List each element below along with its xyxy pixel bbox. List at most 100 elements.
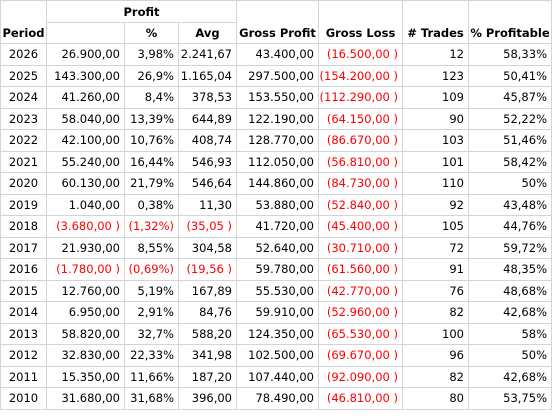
period-cell[interactable]: 2019 <box>0 193 47 216</box>
profit-cell[interactable]: 60.130,00 <box>46 172 125 195</box>
gross-loss-cell[interactable]: (84.730,00 ) <box>318 172 403 195</box>
gross-loss-cell[interactable]: (42.770,00 ) <box>318 279 403 302</box>
trades-cell[interactable]: 72 <box>402 236 469 259</box>
avg-cell[interactable]: 644,89 <box>178 107 237 130</box>
profit-pct-cell[interactable]: 0,38% <box>124 193 179 216</box>
profit-pct-cell[interactable]: 5,19% <box>124 279 179 302</box>
profit-pct-cell[interactable]: 11,66% <box>124 365 179 388</box>
profit-cell[interactable]: 21.930,00 <box>46 236 125 259</box>
period-cell[interactable]: 2012 <box>0 344 47 367</box>
gross-profit-cell[interactable]: 144.860,00 <box>236 172 319 195</box>
pct-profitable-cell[interactable]: 53,75% <box>468 387 552 410</box>
period-cell[interactable]: 2021 <box>0 150 47 173</box>
profit-cell[interactable]: 32.830,00 <box>46 344 125 367</box>
trades-cell[interactable]: 103 <box>402 129 469 152</box>
avg-cell[interactable]: 341,98 <box>178 344 237 367</box>
gross-loss-header[interactable]: Gross Loss <box>318 0 403 44</box>
period-cell[interactable]: 2026 <box>0 43 47 66</box>
profit-cell[interactable]: (3.680,00 ) <box>46 215 125 238</box>
pct-profitable-cell[interactable]: 52,22% <box>468 107 552 130</box>
period-cell[interactable]: 2010 <box>0 387 47 410</box>
profit-cell[interactable]: 6.950,00 <box>46 301 125 324</box>
gross-loss-cell[interactable]: (69.670,00 ) <box>318 344 403 367</box>
profit-cell[interactable]: 26.900,00 <box>46 43 125 66</box>
gross-profit-cell[interactable]: 102.500,00 <box>236 344 319 367</box>
gross-profit-cell[interactable]: 153.550,00 <box>236 86 319 109</box>
gross-profit-cell[interactable]: 122.190,00 <box>236 107 319 130</box>
profit-amount-subheader[interactable] <box>46 21 125 44</box>
avg-cell[interactable]: 408,74 <box>178 129 237 152</box>
avg-cell[interactable]: 396,00 <box>178 387 237 410</box>
trades-cell[interactable]: 109 <box>402 86 469 109</box>
gross-loss-cell[interactable]: (52.960,00 ) <box>318 301 403 324</box>
pct-profitable-cell[interactable]: 51,46% <box>468 129 552 152</box>
gross-profit-cell[interactable]: 59.910,00 <box>236 301 319 324</box>
period-header[interactable]: Period <box>0 0 47 44</box>
profit-pct-cell[interactable]: 8,55% <box>124 236 179 259</box>
gross-profit-header[interactable]: Gross Profit <box>236 0 319 44</box>
gross-loss-cell[interactable]: (45.400,00 ) <box>318 215 403 238</box>
trades-cell[interactable]: 105 <box>402 215 469 238</box>
gross-loss-cell[interactable]: (86.670,00 ) <box>318 129 403 152</box>
profit-cell[interactable]: 41.260,00 <box>46 86 125 109</box>
profit-cell[interactable]: 143.300,00 <box>46 64 125 87</box>
profit-cell[interactable]: 12.760,00 <box>46 279 125 302</box>
period-cell[interactable]: 2011 <box>0 365 47 388</box>
pct-profitable-cell[interactable]: 50% <box>468 172 552 195</box>
avg-cell[interactable]: 378,53 <box>178 86 237 109</box>
profit-cell[interactable]: 1.040,00 <box>46 193 125 216</box>
avg-cell[interactable]: 1.165,04 <box>178 64 237 87</box>
period-cell[interactable]: 2016 <box>0 258 47 281</box>
pct-profitable-cell[interactable]: 58,42% <box>468 150 552 173</box>
avg-cell[interactable]: 546,64 <box>178 172 237 195</box>
gross-profit-cell[interactable]: 53.880,00 <box>236 193 319 216</box>
gross-loss-cell[interactable]: (16.500,00 ) <box>318 43 403 66</box>
pct-profitable-cell[interactable]: 45,87% <box>468 86 552 109</box>
avg-cell[interactable]: 187,20 <box>178 365 237 388</box>
period-cell[interactable]: 2015 <box>0 279 47 302</box>
trades-cell[interactable]: 110 <box>402 172 469 195</box>
profit-pct-subheader[interactable]: % <box>124 21 179 44</box>
profit-pct-cell[interactable]: 8,4% <box>124 86 179 109</box>
trades-cell[interactable]: 80 <box>402 387 469 410</box>
trades-cell[interactable]: 12 <box>402 43 469 66</box>
profit-header[interactable]: Profit <box>46 0 237 23</box>
gross-loss-cell[interactable]: (65.530,00 ) <box>318 322 403 345</box>
gross-profit-cell[interactable]: 41.720,00 <box>236 215 319 238</box>
profit-pct-cell[interactable]: 3,98% <box>124 43 179 66</box>
profit-cell[interactable]: 58.820,00 <box>46 322 125 345</box>
gross-profit-cell[interactable]: 124.350,00 <box>236 322 319 345</box>
avg-cell[interactable]: 304,58 <box>178 236 237 259</box>
trades-cell[interactable]: 82 <box>402 365 469 388</box>
trades-cell[interactable]: 91 <box>402 258 469 281</box>
pct-profitable-cell[interactable]: 58,33% <box>468 43 552 66</box>
avg-cell[interactable]: 84,76 <box>178 301 237 324</box>
avg-cell[interactable]: (19,56 ) <box>178 258 237 281</box>
gross-loss-cell[interactable]: (64.150,00 ) <box>318 107 403 130</box>
avg-cell[interactable]: 11,30 <box>178 193 237 216</box>
trades-cell[interactable]: 101 <box>402 150 469 173</box>
profit-pct-cell[interactable]: 21,79% <box>124 172 179 195</box>
pct-profitable-cell[interactable]: 48,68% <box>468 279 552 302</box>
period-cell[interactable]: 2018 <box>0 215 47 238</box>
gross-loss-cell[interactable]: (154.200,00 ) <box>318 64 403 87</box>
pct-profitable-cell[interactable]: 42,68% <box>468 365 552 388</box>
pct-profitable-cell[interactable]: 58% <box>468 322 552 345</box>
profit-pct-cell[interactable]: 13,39% <box>124 107 179 130</box>
trades-cell[interactable]: 82 <box>402 301 469 324</box>
trades-cell[interactable]: 96 <box>402 344 469 367</box>
pct-profitable-cell[interactable]: 50,41% <box>468 64 552 87</box>
period-cell[interactable]: 2022 <box>0 129 47 152</box>
trades-cell[interactable]: 123 <box>402 64 469 87</box>
avg-cell[interactable]: 167,89 <box>178 279 237 302</box>
gross-profit-cell[interactable]: 52.640,00 <box>236 236 319 259</box>
trades-header[interactable]: # Trades <box>402 0 469 44</box>
avg-cell[interactable]: 2.241,67 <box>178 43 237 66</box>
avg-subheader[interactable]: Avg <box>178 21 237 44</box>
gross-loss-cell[interactable]: (112.290,00 ) <box>318 86 403 109</box>
profit-cell[interactable]: 58.040,00 <box>46 107 125 130</box>
gross-loss-cell[interactable]: (52.840,00 ) <box>318 193 403 216</box>
avg-cell[interactable]: 588,20 <box>178 322 237 345</box>
profit-cell[interactable]: (1.780,00 ) <box>46 258 125 281</box>
profit-pct-cell[interactable]: 2,91% <box>124 301 179 324</box>
